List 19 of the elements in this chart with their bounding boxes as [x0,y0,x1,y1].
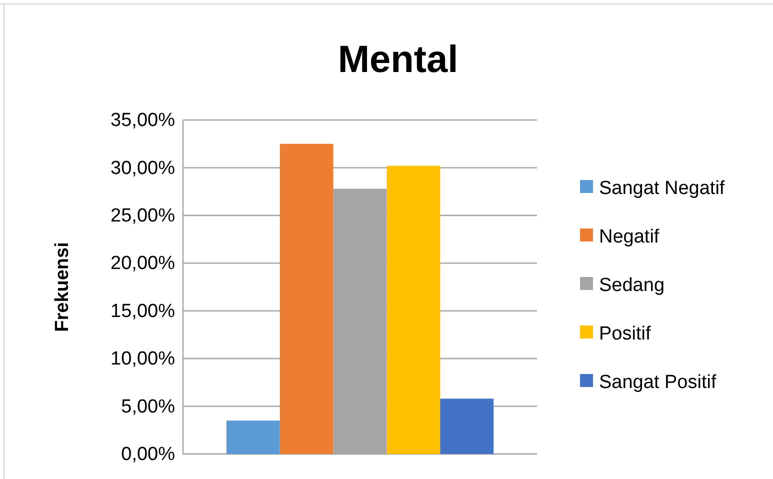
legend-label: Negatif [599,226,660,248]
y-tick-label: 30,00% [110,158,176,179]
y-axis-title: Frekuensi [52,242,73,332]
bar [440,398,494,454]
y-tick-label: 5,00% [121,396,176,418]
bar [386,166,440,454]
legend-label: Positif [599,324,652,344]
bar [226,420,280,454]
y-tick-label: 10,00% [110,348,176,370]
y-tick-label: 0,00% [121,444,176,466]
legend-label: Sangat Negatif [599,178,726,199]
y-tick-label: 35,00% [110,110,176,132]
bar [280,144,334,454]
y-tick-label: 20,00% [110,253,176,274]
legend-label: Sedang [599,275,665,296]
y-tick-label: 15,00% [110,300,176,322]
y-tick-label: 25,00% [110,206,176,227]
legend-label: Sangat Positif [599,372,717,393]
chart-title: Mental [338,39,458,81]
